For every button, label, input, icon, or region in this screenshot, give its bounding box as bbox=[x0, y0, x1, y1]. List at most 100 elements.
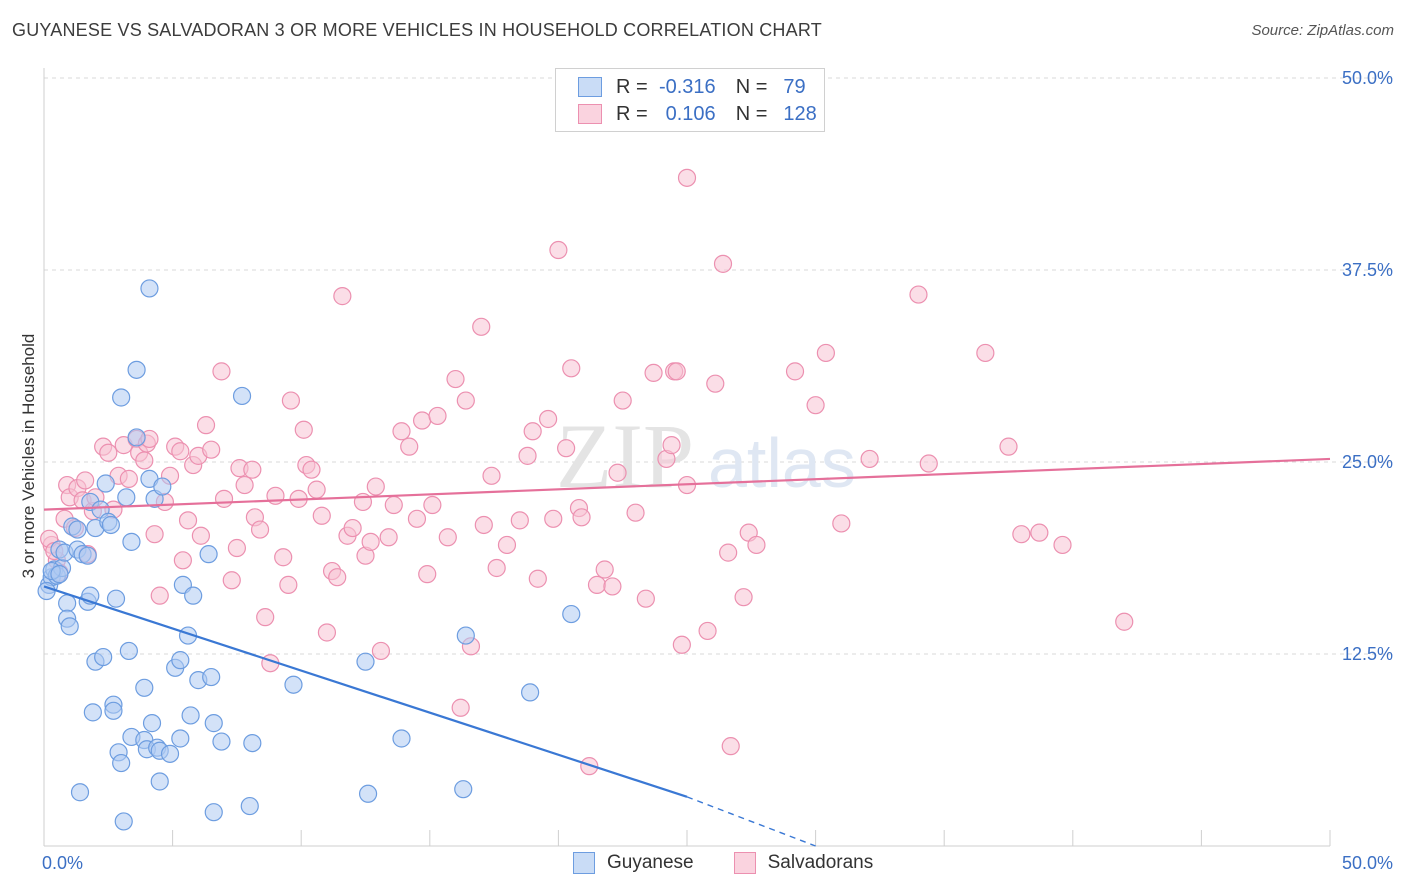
salvadoran-point bbox=[256, 608, 275, 627]
salvadoran-point bbox=[482, 466, 501, 485]
salvadoran-point bbox=[1115, 612, 1134, 631]
salvadoran-point bbox=[400, 437, 419, 456]
salvadoran-point bbox=[222, 571, 241, 590]
guyanese-point bbox=[454, 780, 473, 799]
salvadoran-point bbox=[523, 422, 542, 441]
salvadoran-point bbox=[595, 560, 614, 579]
salvadoran-point bbox=[227, 538, 246, 558]
salvadoran-point bbox=[539, 409, 558, 429]
guyanese-point bbox=[78, 546, 97, 565]
guyanese-point bbox=[142, 714, 162, 733]
legend-row-guyanese: R = -0.316 N = 79 bbox=[578, 74, 806, 100]
salvadoran-point bbox=[343, 518, 362, 538]
salvadoran-point bbox=[361, 532, 380, 551]
salvadoran-point bbox=[497, 535, 517, 555]
salvadoran-point bbox=[608, 463, 627, 482]
salvadoran-point bbox=[328, 568, 347, 587]
salvadoran-point bbox=[816, 343, 835, 363]
guyanese-point bbox=[160, 744, 180, 763]
salvadoran-point bbox=[451, 698, 470, 717]
salvadoran-point bbox=[644, 363, 663, 383]
salvadoran-point bbox=[428, 406, 447, 426]
salvadoran-point bbox=[196, 416, 216, 435]
guyanese-point bbox=[284, 675, 303, 694]
guyanese-point bbox=[119, 641, 138, 661]
salvadoran-point bbox=[557, 439, 576, 458]
guyanese-point bbox=[140, 279, 159, 298]
salvadoran-point bbox=[173, 551, 192, 570]
salvadoran-point bbox=[250, 520, 270, 539]
salvadoran-point bbox=[549, 240, 568, 260]
series-legend: Guyanese Salvadorans bbox=[573, 852, 913, 874]
guyanese-point bbox=[112, 388, 131, 407]
salvadoran-point bbox=[487, 558, 506, 578]
salvadoran-point bbox=[976, 343, 995, 363]
salvadoran-point bbox=[832, 514, 851, 533]
guyanese-point bbox=[96, 474, 115, 493]
salvadoran-point bbox=[171, 442, 190, 461]
correlation-legend: R = -0.316 N = 79 R = 0.106 N = 128 bbox=[555, 68, 825, 132]
salvadoran-point bbox=[119, 469, 138, 488]
salvadoran-point bbox=[721, 737, 740, 756]
y-tick-label: 37.5% bbox=[1342, 260, 1393, 280]
salvadoran-point bbox=[667, 362, 686, 381]
salvadoran-point bbox=[307, 480, 326, 499]
salvadoran-point bbox=[281, 391, 301, 410]
guyanese-point bbox=[104, 701, 123, 720]
salvadoran-point bbox=[713, 254, 733, 273]
salvadoran-point bbox=[587, 575, 607, 594]
guyanese-point bbox=[60, 617, 79, 636]
salvadoran-point bbox=[572, 508, 591, 527]
guyanese-point bbox=[562, 604, 581, 624]
r-label: R = bbox=[616, 102, 648, 125]
watermark-atlas: atlas bbox=[708, 424, 856, 502]
guyanese-swatch bbox=[578, 77, 602, 97]
salvadoran-point bbox=[562, 359, 581, 378]
salvadoran-point bbox=[613, 391, 632, 410]
guyanese-point bbox=[184, 586, 203, 605]
salvadoran-point bbox=[302, 460, 321, 479]
legend-item-guyanese: Guyanese bbox=[573, 852, 694, 874]
salvadoran-point bbox=[626, 503, 645, 522]
salvadoran-point bbox=[191, 526, 210, 545]
salvadoran-point bbox=[785, 362, 805, 381]
salvadoran-point bbox=[747, 535, 766, 555]
guyanese-point bbox=[153, 477, 172, 496]
salvadoran-point bbox=[412, 411, 432, 430]
salvadoran-point bbox=[446, 369, 465, 389]
salvadoran-point bbox=[510, 511, 529, 530]
salvadoran-point bbox=[423, 495, 442, 515]
salvadoran-point bbox=[662, 436, 681, 455]
r-label: R = bbox=[616, 75, 648, 98]
salvadoran-point bbox=[235, 475, 254, 495]
salvadoran-point bbox=[99, 443, 118, 462]
guyanese-point bbox=[94, 647, 113, 667]
legend-row-salvadoran: R = 0.106 N = 128 bbox=[578, 101, 817, 127]
salvadoran-point bbox=[677, 168, 697, 187]
n-label: N = bbox=[735, 75, 768, 98]
n-label: N = bbox=[735, 102, 768, 125]
salvadoran-swatch bbox=[578, 104, 602, 124]
legend-item-salvadorans: Salvadorans bbox=[733, 852, 873, 874]
salvadoran-point bbox=[672, 635, 691, 654]
x-tick-label-min: 0.0% bbox=[42, 853, 83, 873]
n-value: 79 bbox=[783, 75, 806, 98]
salvadoran-point bbox=[333, 287, 352, 306]
salvadoran-point bbox=[1030, 523, 1049, 542]
salvadoran-point bbox=[407, 509, 427, 528]
guyanese-point bbox=[150, 772, 169, 791]
n-value: 128 bbox=[783, 102, 817, 125]
guyanese-point bbox=[199, 545, 218, 564]
guyanese-point bbox=[181, 706, 200, 725]
r-value: -0.316 bbox=[658, 75, 716, 98]
salvadoran-point bbox=[719, 543, 738, 562]
salvadoran-point bbox=[518, 446, 537, 465]
salvadoran-point bbox=[312, 506, 331, 525]
guyanese-point bbox=[171, 651, 190, 670]
guyanese-point bbox=[240, 796, 259, 816]
guyanese-point bbox=[83, 703, 102, 722]
salvadoran-point bbox=[603, 577, 622, 596]
salvadoran-point bbox=[806, 396, 825, 415]
guyanese-legend-swatch bbox=[573, 852, 595, 874]
salvadoran-point bbox=[150, 586, 169, 605]
